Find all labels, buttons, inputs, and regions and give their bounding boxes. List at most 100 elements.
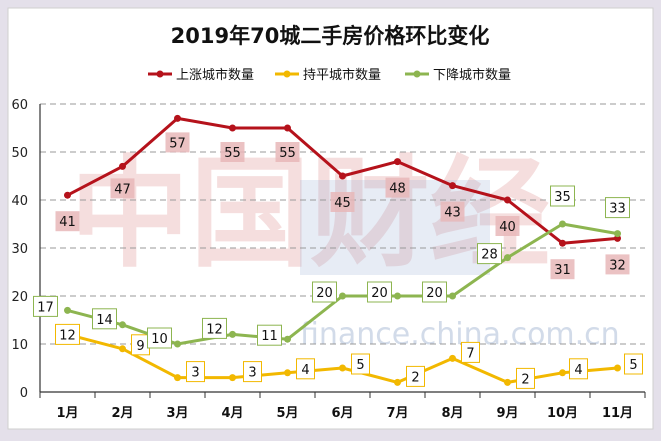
data-label: 2 — [521, 372, 529, 387]
data-label-box — [202, 317, 227, 339]
data-point — [449, 354, 456, 362]
data-point — [614, 364, 621, 372]
data-point — [504, 196, 511, 204]
data-label-box — [406, 365, 425, 387]
data-point — [339, 364, 346, 372]
data-label-box — [605, 254, 630, 275]
data-label: 40 — [499, 220, 516, 235]
watermark-url: finance.china.com.cn — [300, 317, 620, 352]
data-label: 45 — [334, 196, 351, 211]
data-label: 57 — [169, 136, 186, 151]
data-label: 10 — [151, 332, 168, 347]
series-2: 17 14 10 12 11 20 20 20 28 35 33 — [33, 185, 630, 349]
y-tick-label: 0 — [20, 386, 28, 401]
data-label: 20 — [316, 286, 333, 301]
data-label-box — [92, 308, 117, 330]
x-tick-label: 7月 — [386, 406, 408, 421]
data-point — [174, 340, 181, 348]
data-label: 4 — [301, 363, 309, 378]
data-label: 11 — [261, 329, 278, 344]
data-point — [339, 172, 346, 180]
data-label-box — [257, 324, 282, 346]
data-point — [284, 369, 291, 377]
data-point — [559, 239, 566, 247]
data-label: 4 — [574, 363, 582, 378]
data-label-box — [243, 361, 262, 383]
data-label-box — [33, 295, 58, 317]
data-label: 20 — [371, 286, 388, 301]
data-point — [504, 254, 511, 262]
data-label-box — [461, 341, 480, 363]
legend-label: 上涨城市数量 — [176, 67, 254, 83]
legend-label: 下降城市数量 — [433, 67, 511, 83]
data-point — [394, 158, 401, 166]
data-label-box — [351, 353, 370, 375]
x-tick-label: 4月 — [221, 406, 243, 421]
x-tick-label: 6月 — [331, 406, 353, 421]
data-point — [174, 374, 181, 382]
data-point — [284, 124, 291, 132]
data-point — [229, 330, 236, 338]
data-label: 3 — [191, 366, 199, 381]
data-label-box — [495, 216, 520, 236]
data-point — [449, 182, 456, 190]
x-tick-label: 10月 — [547, 406, 578, 421]
x-tick-label: 1月 — [56, 406, 78, 421]
data-label: 55 — [224, 146, 241, 161]
legend: 上涨城市数量 持平城市数量 下降城市数量 — [148, 67, 511, 83]
data-label: 2 — [411, 370, 419, 385]
data-label: 17 — [37, 300, 54, 315]
data-label-box — [367, 281, 392, 303]
legend-marker — [156, 70, 164, 78]
data-label: 20 — [426, 286, 443, 301]
data-label: 5 — [356, 358, 364, 373]
axes: 0 10 20 30 40 50 60 1月 2月 3月 4月 5月 6月 7月 8月 9月 10月 11月 — [11, 98, 646, 421]
data-label: 7 — [466, 346, 474, 361]
data-label-box — [624, 353, 643, 375]
data-point — [449, 292, 456, 300]
x-tick-label: 11月 — [602, 406, 633, 421]
data-label-box — [385, 177, 410, 198]
y-tick-label: 20 — [11, 290, 28, 305]
data-label-box — [312, 281, 337, 303]
data-label: 28 — [481, 248, 498, 263]
data-point — [559, 369, 566, 377]
data-label: 12 — [206, 322, 223, 337]
data-label-box — [477, 243, 502, 265]
data-label-box — [147, 327, 172, 349]
x-tick-label: 5月 — [276, 406, 298, 421]
data-label: 41 — [59, 215, 76, 230]
data-point — [229, 124, 236, 132]
data-label-box — [550, 185, 575, 207]
data-point — [119, 345, 126, 353]
y-tick-label: 60 — [11, 98, 28, 113]
data-label-box — [440, 201, 465, 222]
data-label: 35 — [554, 190, 571, 205]
data-point — [504, 378, 511, 386]
data-label-box — [569, 358, 588, 380]
x-tick-label: 2月 — [111, 406, 133, 421]
data-label-box — [275, 142, 300, 162]
chart-title: 2019年70城二手房价格环比变化 — [171, 24, 490, 48]
data-label-box — [55, 211, 80, 232]
data-label: 32 — [609, 258, 626, 273]
watermark-text: 中国财经 — [70, 145, 550, 284]
data-label: 48 — [389, 182, 406, 197]
legend-item: 持平城市数量 — [275, 67, 381, 83]
data-label-box — [516, 367, 535, 389]
data-point — [229, 374, 236, 382]
data-label-box — [220, 142, 245, 162]
series-1: 12 9 3 3 4 5 2 7 2 4 5 — [55, 323, 643, 389]
data-label: 47 — [114, 182, 131, 197]
data-point — [64, 191, 71, 199]
data-point — [394, 292, 401, 300]
legend-marker — [283, 70, 291, 78]
data-label-box — [550, 259, 575, 280]
data-label-box — [186, 361, 205, 383]
data-point — [614, 234, 621, 242]
data-label-box — [422, 281, 447, 303]
data-point — [339, 292, 346, 300]
